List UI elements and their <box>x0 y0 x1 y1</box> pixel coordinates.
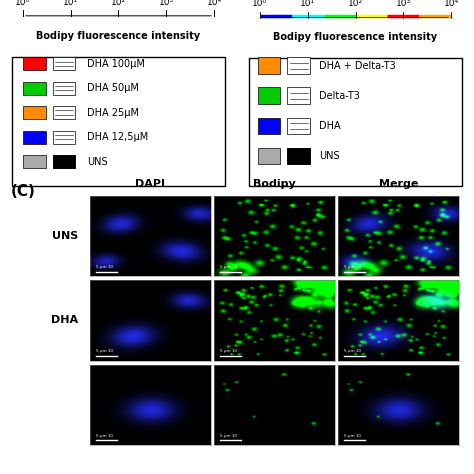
Bar <box>248 58 463 186</box>
Bar <box>53 82 75 95</box>
Text: 10³: 10³ <box>396 0 411 9</box>
Bar <box>287 57 310 74</box>
Text: 10⁰: 10⁰ <box>15 0 30 7</box>
Text: UNS: UNS <box>319 151 340 161</box>
Text: 10¹: 10¹ <box>63 0 78 7</box>
Text: 10⁴: 10⁴ <box>207 0 222 7</box>
Text: DHA 25μM: DHA 25μM <box>87 108 139 118</box>
Bar <box>258 88 281 104</box>
Text: 10²: 10² <box>111 0 126 7</box>
Text: Bodipy fluorescence intensity: Bodipy fluorescence intensity <box>36 31 201 41</box>
Bar <box>287 147 310 164</box>
Text: 5 µm 10: 5 µm 10 <box>96 434 113 438</box>
Text: Delta-T3: Delta-T3 <box>319 91 360 101</box>
Text: DHA: DHA <box>51 315 79 326</box>
Bar <box>53 57 75 70</box>
Bar <box>287 118 310 134</box>
Bar <box>258 118 281 134</box>
Bar <box>258 147 281 164</box>
Bar <box>287 88 310 104</box>
Bar <box>53 155 75 168</box>
Text: 10⁴: 10⁴ <box>444 0 459 9</box>
Text: 5 µm 10: 5 µm 10 <box>220 434 237 438</box>
Bar <box>287 147 310 164</box>
Text: 10²: 10² <box>348 0 363 9</box>
Bar <box>258 57 281 74</box>
Bar <box>11 56 226 186</box>
Text: 10⁰: 10⁰ <box>252 0 267 9</box>
Text: DHA: DHA <box>319 121 341 131</box>
Text: 10¹: 10¹ <box>300 0 315 9</box>
Text: DHA 12,5μM: DHA 12,5μM <box>87 132 148 142</box>
Text: DAPI: DAPI <box>136 179 165 189</box>
Bar <box>53 106 75 119</box>
Text: 5 µm 10: 5 µm 10 <box>96 349 113 354</box>
Text: 10³: 10³ <box>159 0 174 7</box>
Text: Bodipy: Bodipy <box>253 179 296 189</box>
Bar <box>23 131 46 144</box>
Bar <box>23 57 46 70</box>
Text: DHA 50μM: DHA 50μM <box>87 83 138 93</box>
Text: 5 µm 10: 5 µm 10 <box>220 265 237 269</box>
Bar <box>53 131 75 144</box>
Text: Bodipy fluorescence intensity: Bodipy fluorescence intensity <box>273 33 438 43</box>
Text: (C): (C) <box>10 184 35 200</box>
Bar <box>23 106 46 119</box>
Text: UNS: UNS <box>52 231 79 241</box>
Text: Merge: Merge <box>379 179 419 189</box>
Text: DHA 100μM: DHA 100μM <box>87 59 145 69</box>
Text: 5 µm 10: 5 µm 10 <box>345 265 362 269</box>
Bar <box>23 82 46 95</box>
Text: 5 µm 10: 5 µm 10 <box>96 265 113 269</box>
Text: 5 µm 10: 5 µm 10 <box>345 349 362 354</box>
Text: 5 µm 10: 5 µm 10 <box>345 434 362 438</box>
Text: UNS: UNS <box>87 156 107 166</box>
Text: 5 µm 10: 5 µm 10 <box>220 349 237 354</box>
Text: DHA + Delta-T3: DHA + Delta-T3 <box>319 61 396 71</box>
Bar <box>53 155 75 168</box>
Bar <box>23 155 46 168</box>
